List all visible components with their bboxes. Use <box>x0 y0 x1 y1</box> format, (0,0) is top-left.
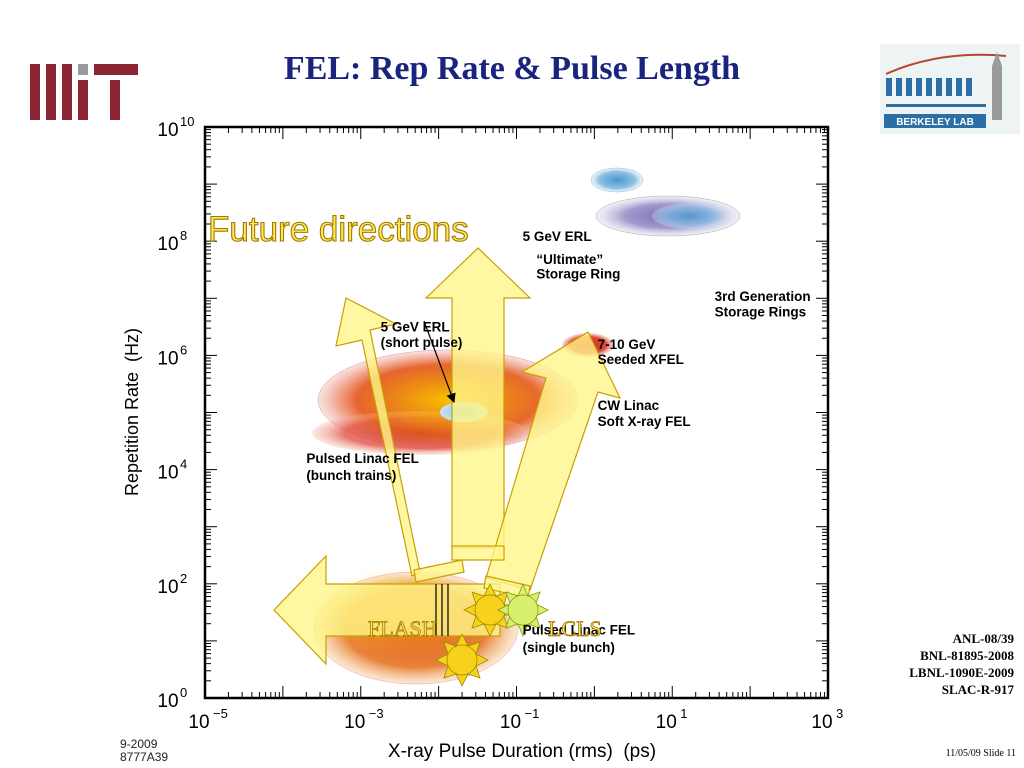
arrow-left <box>273 554 501 666</box>
y-tick-label: 10 <box>157 348 178 369</box>
y-tick-exponent: 4 <box>180 457 187 472</box>
berkeley-lab-text: BERKELEY LAB <box>896 117 974 128</box>
arrow-up-right <box>485 331 622 591</box>
annotation-label: Pulsed Linac FEL <box>306 451 419 466</box>
x-tick-label: 10 <box>500 712 521 733</box>
y-tick-label: 10 <box>157 463 178 484</box>
y-tick-exponent: 2 <box>180 571 187 586</box>
flash-bars <box>435 584 449 636</box>
axis-tick-labels: 10 −5 10 −3 10 −1 10 1 10 310 010 210 410 610 810 10 <box>157 114 843 733</box>
sun-markers <box>435 582 549 687</box>
sun-3 <box>446 644 478 676</box>
region-5gev-erl <box>590 167 644 193</box>
mit-logo <box>30 64 138 120</box>
y-tick-label: 10 <box>157 691 178 712</box>
berkeley-lab-logo: BERKELEY LAB <box>880 44 1020 134</box>
slide-title: FEL: Rep Rate & Pulse Length <box>283 50 741 87</box>
annotation-label: 5 GeV ERL <box>523 229 592 244</box>
x-axis-label: X-ray Pulse Duration (rms) (ps) <box>388 741 656 762</box>
report-number: LBNL-1090E-2009 <box>909 665 1014 680</box>
axis-ticks <box>204 127 828 699</box>
x-tick-exponent: 1 <box>680 706 687 721</box>
annotation-label: Storage Rings <box>715 305 807 320</box>
annotation-label: 7-10 GeV <box>598 337 656 352</box>
x-tick-label: 10 <box>811 712 832 733</box>
future-arrows <box>273 247 622 666</box>
y-tick-label: 10 <box>157 120 178 141</box>
figure-date: 9-2009 <box>120 737 158 751</box>
annotation-label: (single bunch) <box>523 640 615 655</box>
x-tick-label: 10 <box>344 712 365 733</box>
region-storage-rings-blue <box>652 203 728 229</box>
y-tick-label: 10 <box>157 577 178 598</box>
annotation-label: (bunch trains) <box>306 468 396 483</box>
x-tick-exponent: −3 <box>369 706 384 721</box>
y-tick-exponent: 0 <box>180 685 187 700</box>
y-tick-exponent: 10 <box>180 114 194 129</box>
y-tick-exponent: 8 <box>180 228 187 243</box>
annotation-label: CW Linac <box>598 398 660 413</box>
figure-code: 8777A39 <box>120 750 169 764</box>
erl-short-pulse-pointer <box>423 320 456 404</box>
flash-label: FLASH <box>368 616 438 641</box>
annotation-label: Storage Ring <box>536 267 620 282</box>
y-axis-label: Repetition Rate (Hz) <box>122 328 142 496</box>
lcls-label: LCLS <box>548 616 602 641</box>
arrow-up-center <box>424 247 532 549</box>
y-tick-exponent: 6 <box>180 342 187 357</box>
annotation-label: Pulsed Linac FEL <box>523 622 636 637</box>
sun-2 <box>507 594 539 626</box>
figure-id: 9-2009 8777A39 <box>120 738 168 764</box>
annotation-label: “Ultimate” <box>536 252 603 267</box>
arrow-up-left <box>335 297 421 577</box>
report-number: ANL-08/39 <box>952 631 1014 646</box>
annotation-label: 5 GeV ERL <box>381 320 450 335</box>
annotation-label: Soft X-ray FEL <box>598 414 691 429</box>
x-tick-label: 10 <box>656 712 677 733</box>
arrow-base-left <box>413 559 465 583</box>
future-directions-label: Future directions <box>208 210 469 249</box>
x-tick-exponent: −5 <box>213 706 228 721</box>
annotation-label: Seeded XFEL <box>598 352 684 367</box>
report-number: SLAC-R-917 <box>941 682 1014 697</box>
slide-number: 11/05/09 Slide 11 <box>945 748 1016 759</box>
report-number: BNL-81895-2008 <box>920 648 1014 663</box>
arrow-base-center <box>451 545 505 561</box>
x-tick-label: 10 <box>188 712 209 733</box>
chart-annotations: 5 GeV ERL “Ultimate”Storage Ring 3rd Gener… <box>306 229 810 655</box>
x-tick-exponent: −1 <box>525 706 540 721</box>
annotation-label: (short pulse) <box>381 335 463 350</box>
report-numbers: ANL-08/39 BNL-81895-2008 LBNL-1090E-2009… <box>909 630 1014 698</box>
annotation-label: 3rd Generation <box>715 289 811 304</box>
x-tick-exponent: 3 <box>836 706 843 721</box>
y-tick-label: 10 <box>157 234 178 255</box>
